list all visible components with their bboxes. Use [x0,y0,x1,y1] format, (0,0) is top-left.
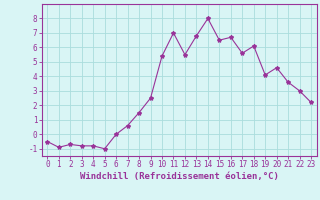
X-axis label: Windchill (Refroidissement éolien,°C): Windchill (Refroidissement éolien,°C) [80,172,279,181]
